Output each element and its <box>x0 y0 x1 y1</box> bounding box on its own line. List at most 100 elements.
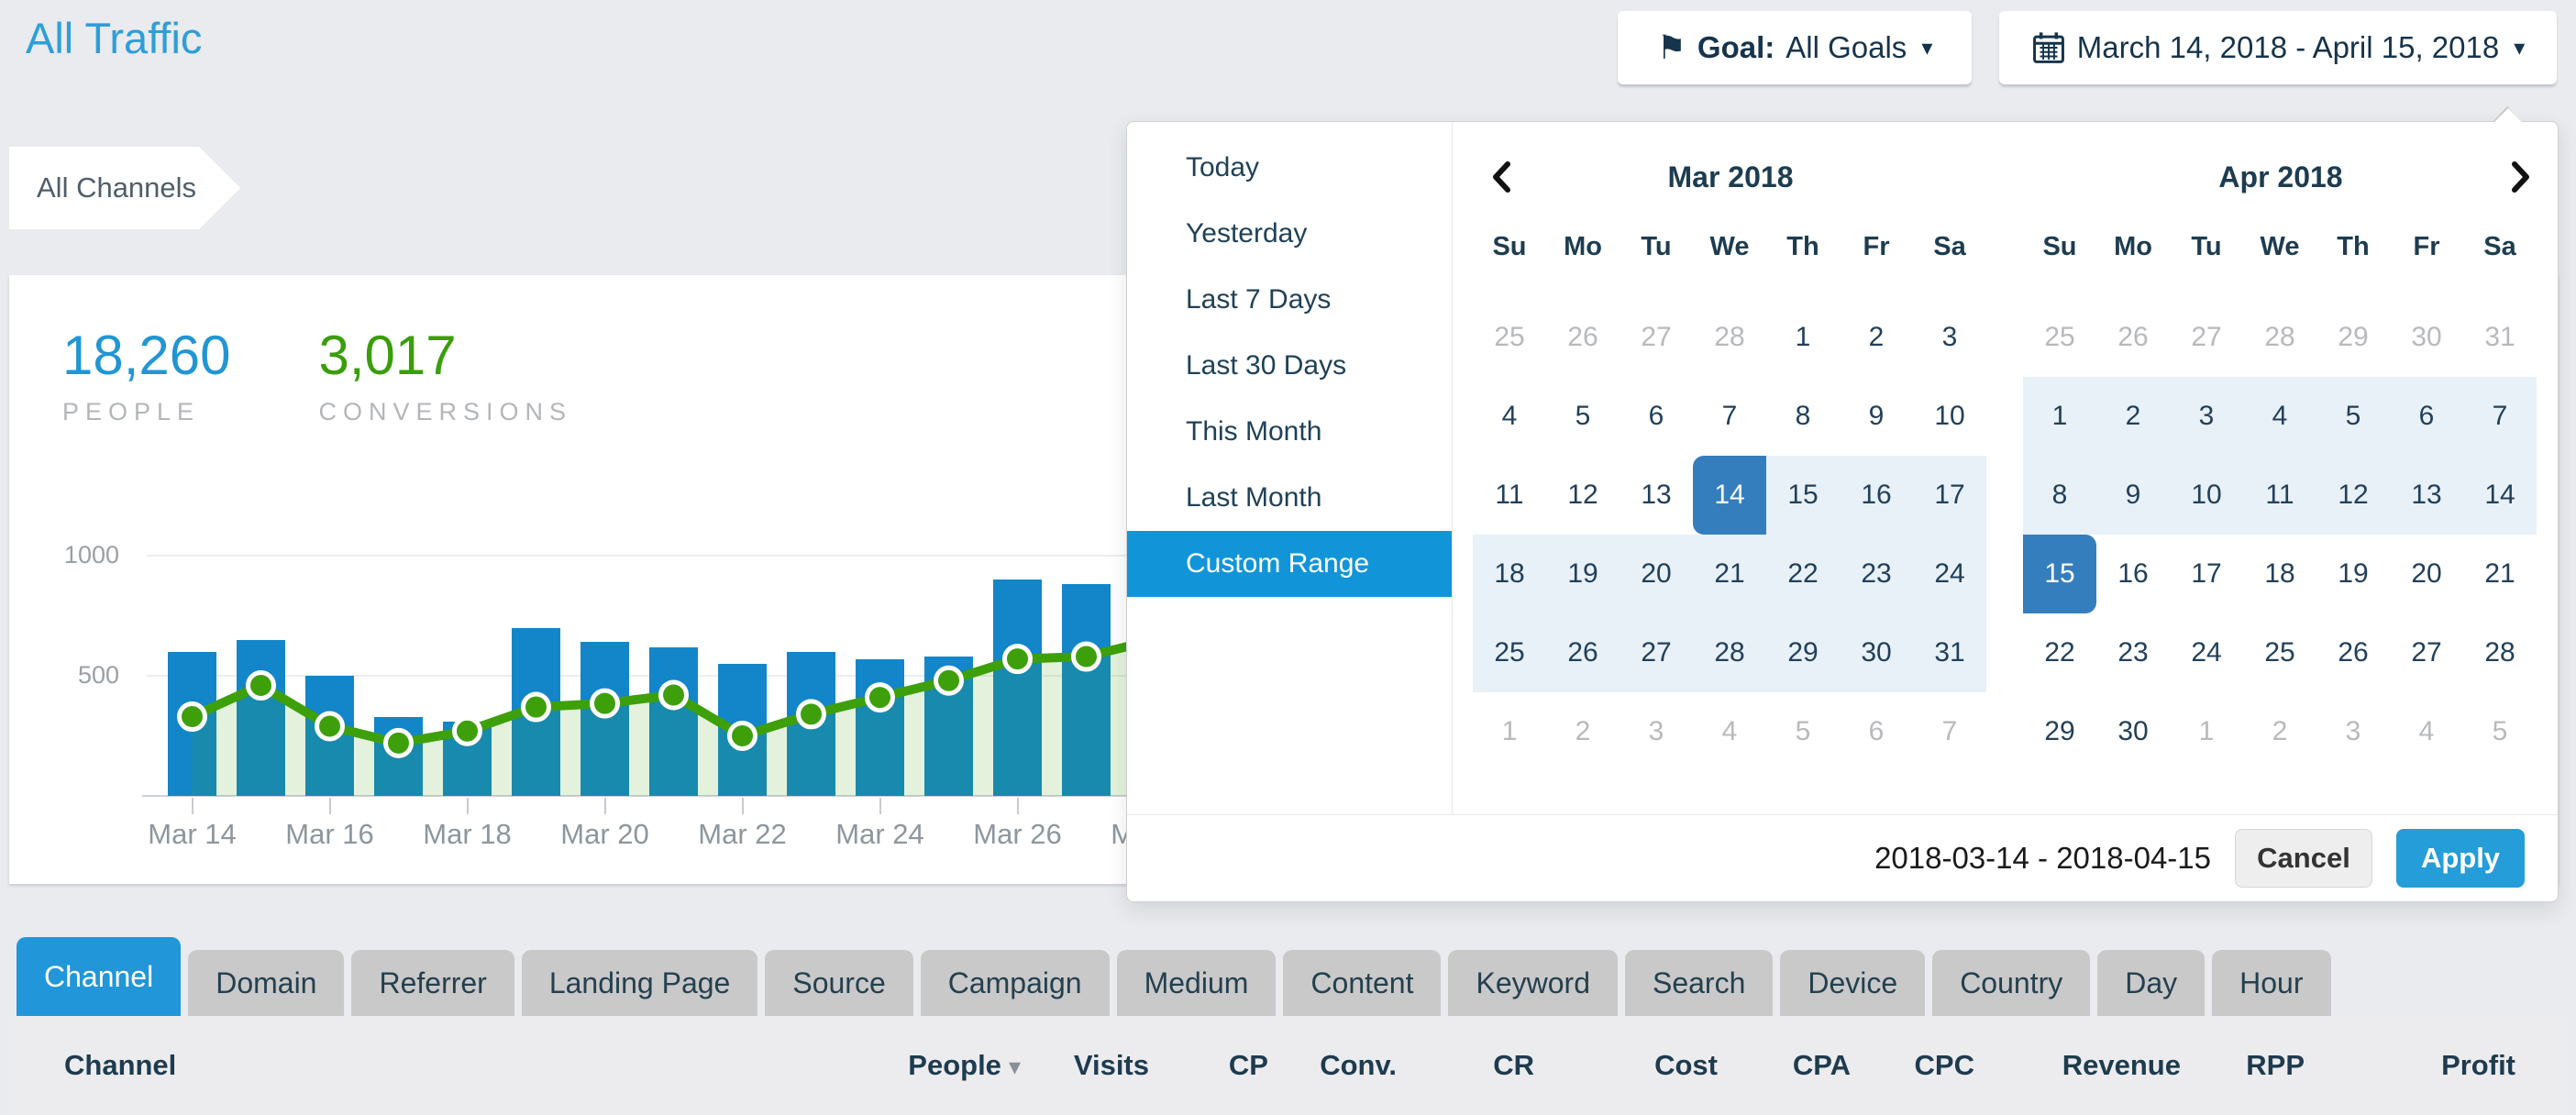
calendar-day[interactable]: 4 <box>1501 401 1518 431</box>
column-header-rpp[interactable]: RPP <box>2246 1049 2305 1081</box>
tab-search[interactable]: Search <box>1624 950 1774 1016</box>
calendar-day[interactable]: 4 <box>2243 377 2316 456</box>
line-point-mar-18[interactable] <box>452 715 482 746</box>
calendar-day[interactable]: 23 <box>2117 637 2149 668</box>
calendar-day[interactable]: 1 <box>2198 716 2215 746</box>
preset-last-month[interactable]: Last Month <box>1186 482 1322 513</box>
calendar-day[interactable]: 3 <box>1941 322 1958 352</box>
tab-channel[interactable]: Channel <box>17 937 182 1016</box>
tab-day[interactable]: Day <box>2097 950 2206 1016</box>
calendar-day[interactable]: 19 <box>2338 558 2369 589</box>
column-header-visits[interactable]: Visits <box>1073 1049 1149 1081</box>
calendar-day[interactable]: 1 <box>2023 377 2096 456</box>
goal-dropdown-button[interactable]: ⚑ Goal: All Goals ▾ <box>1618 11 1972 84</box>
calendar-day[interactable]: 16 <box>1840 456 1913 535</box>
calendar-day[interactable]: 2 <box>1575 716 1591 746</box>
tab-hour[interactable]: Hour <box>2212 950 2331 1016</box>
calendar-day[interactable]: 7 <box>2463 377 2537 456</box>
calendar-day[interactable]: 13 <box>2390 456 2463 535</box>
cancel-button[interactable]: Cancel <box>2235 829 2372 888</box>
sort-down-icon[interactable]: ▾ <box>1008 1053 1021 1080</box>
apply-button[interactable]: Apply <box>2396 829 2525 888</box>
calendar-day[interactable]: 11 <box>2243 456 2316 535</box>
calendar-day[interactable]: 8 <box>2023 456 2096 535</box>
calendar-day[interactable]: 25 <box>1473 613 1546 692</box>
calendar-day[interactable]: 12 <box>2316 456 2390 535</box>
calendar-day[interactable]: 11 <box>1495 480 1524 510</box>
calendar-day[interactable]: 2 <box>1868 322 1885 352</box>
calendar-day[interactable]: 5 <box>2492 716 2508 746</box>
calendar-day[interactable]: 17 <box>2191 558 2222 589</box>
calendar-day[interactable]: 27 <box>1620 613 1693 692</box>
calendar-day[interactable]: 27 <box>2411 637 2442 668</box>
tab-landing-page[interactable]: Landing Page <box>521 950 758 1016</box>
bar-mar-24[interactable] <box>856 659 904 796</box>
preset-this-month[interactable]: This Month <box>1186 416 1322 447</box>
calendar-day[interactable]: 14 <box>2463 456 2537 535</box>
preset-custom-range[interactable]: Custom Range <box>1127 531 1452 597</box>
calendar-day[interactable]: 30 <box>2411 322 2442 352</box>
column-header-profit[interactable]: Profit <box>2441 1049 2515 1081</box>
line-point-mar-19[interactable] <box>521 691 551 723</box>
preset-today[interactable]: Today <box>1186 152 1260 182</box>
calendar-day[interactable]: 25 <box>1494 322 1525 352</box>
calendar-day[interactable]: 29 <box>2338 322 2369 352</box>
column-header-cr[interactable]: CR <box>1493 1049 1534 1081</box>
bar-mar-27[interactable] <box>1062 584 1111 796</box>
calendar-day[interactable]: 3 <box>2170 377 2243 456</box>
line-point-mar-23[interactable] <box>796 699 826 730</box>
calendar-day[interactable]: 8 <box>1795 401 1811 431</box>
calendar-day[interactable]: 28 <box>1714 322 1745 352</box>
calendar-day[interactable]: 26 <box>1567 322 1598 352</box>
calendar-day[interactable]: 14 <box>1693 456 1766 535</box>
bar-mar-15[interactable] <box>237 640 285 796</box>
calendar-day[interactable]: 18 <box>1473 535 1546 613</box>
line-point-mar-17[interactable] <box>383 727 414 758</box>
calendar-day[interactable]: 9 <box>1868 401 1885 431</box>
calendar-day[interactable]: 29 <box>2044 716 2075 746</box>
calendar-day[interactable]: 6 <box>1648 401 1664 431</box>
calendar-day[interactable]: 10 <box>1934 401 1965 431</box>
calendar-day[interactable]: 4 <box>1721 716 1738 746</box>
calendar-day[interactable]: 6 <box>2390 377 2463 456</box>
column-header-cost[interactable]: Cost <box>1654 1049 1718 1081</box>
tab-content[interactable]: Content <box>1283 950 1442 1016</box>
calendar-day[interactable]: 21 <box>1693 535 1766 613</box>
calendar-day[interactable]: 31 <box>2484 322 2515 352</box>
calendar-day[interactable]: 9 <box>2096 456 2170 535</box>
bar-mar-21[interactable] <box>649 647 698 796</box>
calendar-day[interactable]: 31 <box>1913 613 1986 692</box>
calendar-day[interactable]: 12 <box>1567 480 1598 510</box>
calendar-day[interactable]: 24 <box>2191 637 2222 668</box>
preset-last-7-days[interactable]: Last 7 Days <box>1186 284 1332 315</box>
calendar-day[interactable]: 21 <box>2484 558 2515 589</box>
line-point-mar-27[interactable] <box>1071 641 1101 672</box>
bar-mar-20[interactable] <box>580 642 629 796</box>
calendar-day[interactable]: 20 <box>1620 535 1693 613</box>
calendar-day[interactable]: 7 <box>1941 716 1958 746</box>
line-point-mar-22[interactable] <box>727 721 757 751</box>
line-point-mar-15[interactable] <box>246 669 276 701</box>
calendar-day[interactable]: 5 <box>2316 377 2390 456</box>
calendar-day[interactable]: 28 <box>1693 613 1766 692</box>
line-point-mar-14[interactable] <box>177 701 207 733</box>
line-point-mar-24[interactable] <box>865 682 895 713</box>
line-point-mar-16[interactable] <box>315 711 345 742</box>
preset-last-30-days[interactable]: Last 30 Days <box>1186 350 1347 381</box>
calendar-day[interactable]: 20 <box>2411 558 2442 589</box>
calendar-day[interactable]: 5 <box>1795 716 1811 746</box>
calendar-day[interactable]: 28 <box>2484 637 2515 668</box>
calendar-day[interactable]: 26 <box>2338 637 2369 668</box>
column-header-cpa[interactable]: CPA <box>1792 1049 1851 1081</box>
tab-device[interactable]: Device <box>1780 950 1926 1016</box>
line-point-mar-25[interactable] <box>934 665 964 696</box>
calendar-day[interactable]: 13 <box>1641 480 1672 510</box>
column-header-cpc[interactable]: CPC <box>1914 1049 1974 1081</box>
calendar-day[interactable]: 2 <box>2272 716 2288 746</box>
column-header-revenue[interactable]: Revenue <box>2062 1049 2181 1081</box>
calendar-day[interactable]: 22 <box>2044 637 2075 668</box>
calendar-day[interactable]: 27 <box>2191 322 2222 352</box>
calendar-day[interactable]: 3 <box>2345 716 2361 746</box>
column-header-cp[interactable]: CP <box>1228 1049 1268 1081</box>
bar-mar-26[interactable] <box>993 580 1042 796</box>
